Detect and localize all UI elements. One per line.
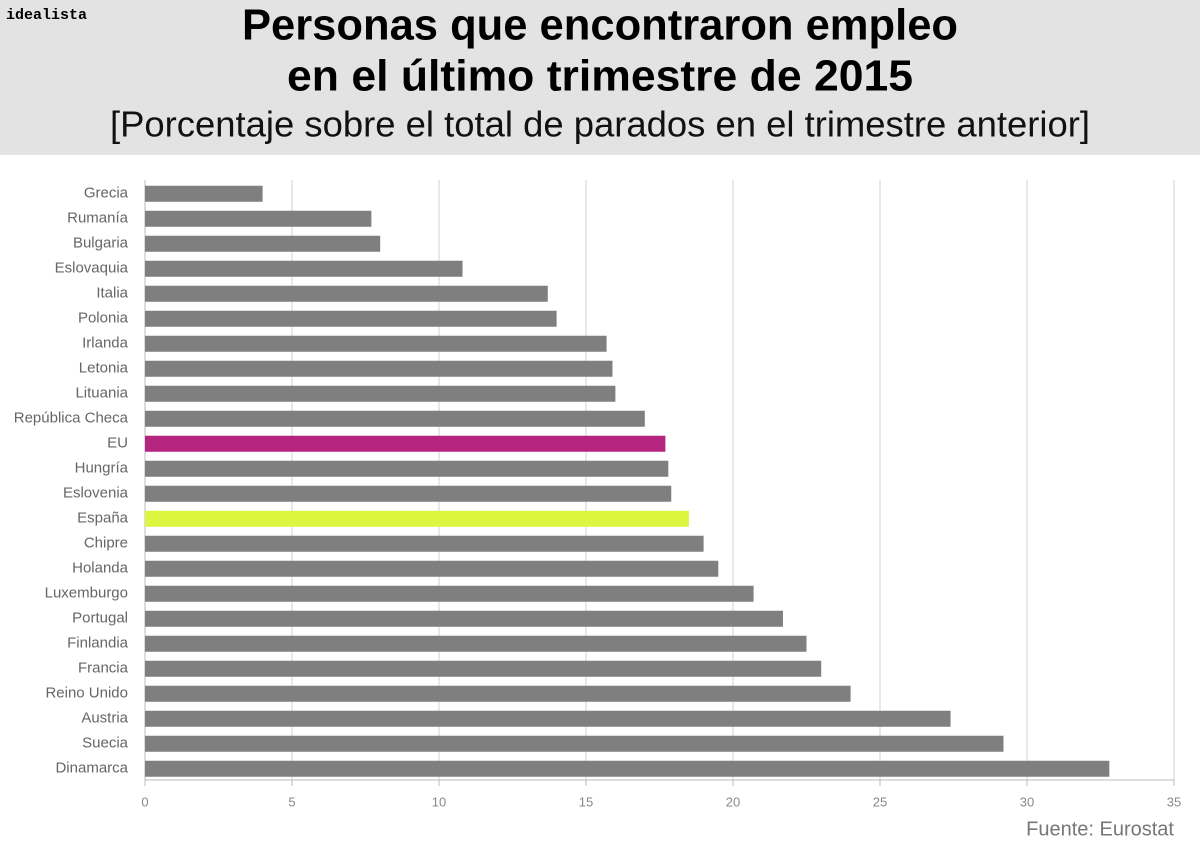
x-tick-label: 35	[1167, 794, 1181, 809]
chart-title: en el último trimestre de 2015	[287, 52, 913, 101]
bar	[145, 685, 851, 702]
y-tick-label: Rumanía	[67, 210, 129, 227]
header-background	[0, 0, 1200, 155]
y-tick-label: Reino Unido	[45, 685, 128, 702]
y-tick-label: Francia	[78, 660, 129, 677]
y-tick-label: Luxemburgo	[45, 585, 128, 602]
y-tick-label: Bulgaria	[73, 235, 129, 252]
x-tick-label: 0	[141, 794, 148, 809]
chart-subtitle: [Porcentaje sobre el total de parados en…	[110, 104, 1090, 145]
x-tick-label: 5	[288, 794, 295, 809]
bar	[145, 210, 372, 227]
bar	[145, 285, 548, 302]
x-tick-label: 10	[432, 794, 446, 809]
source: Fuente: Eurostat	[1026, 818, 1174, 840]
y-tick-label: Austria	[81, 710, 128, 727]
y-tick-label: Letonia	[79, 360, 129, 377]
logo: idealista	[6, 7, 87, 24]
bar	[145, 410, 645, 427]
y-tick-label: Eslovaquia	[55, 260, 129, 277]
y-tick-label: República Checa	[14, 410, 129, 427]
y-tick-label: Finlandia	[67, 635, 129, 652]
y-tick-label: Polonia	[78, 310, 129, 327]
y-tick-label: Italia	[96, 285, 128, 302]
y-tick-label: Irlanda	[82, 335, 129, 352]
y-tick-label: Chipre	[84, 535, 128, 552]
y-tick-label: Dinamarca	[55, 760, 128, 777]
chart-title: Personas que encontraron empleo	[242, 1, 958, 50]
bar	[145, 335, 607, 352]
bar	[145, 535, 704, 552]
bar	[145, 610, 783, 627]
bar	[145, 510, 689, 527]
y-tick-label: EU	[107, 435, 128, 452]
bar	[145, 710, 951, 727]
bar	[145, 260, 463, 277]
y-tick-label: Eslovenia	[63, 485, 129, 502]
y-tick-label: Holanda	[72, 560, 129, 577]
bar	[145, 460, 669, 477]
bar	[145, 385, 616, 402]
y-tick-label: Portugal	[72, 610, 128, 627]
bar	[145, 235, 381, 252]
bar	[145, 585, 754, 602]
x-tick-label: 30	[1020, 794, 1034, 809]
bar	[145, 660, 822, 677]
x-tick-label: 25	[873, 794, 887, 809]
y-tick-label: Hungría	[75, 460, 129, 477]
x-tick-label: 15	[579, 794, 593, 809]
bar	[145, 735, 1004, 752]
bar	[145, 760, 1110, 777]
bar	[145, 310, 557, 327]
y-tick-label: España	[77, 510, 129, 527]
bar	[145, 485, 672, 502]
bar	[145, 435, 666, 452]
bar	[145, 185, 263, 202]
bar	[145, 635, 807, 652]
x-tick-label: 20	[726, 794, 740, 809]
bar	[145, 560, 719, 577]
y-tick-label: Grecia	[84, 185, 129, 202]
bar	[145, 360, 613, 377]
y-tick-label: Lituania	[75, 385, 128, 402]
y-tick-label: Suecia	[82, 735, 129, 752]
